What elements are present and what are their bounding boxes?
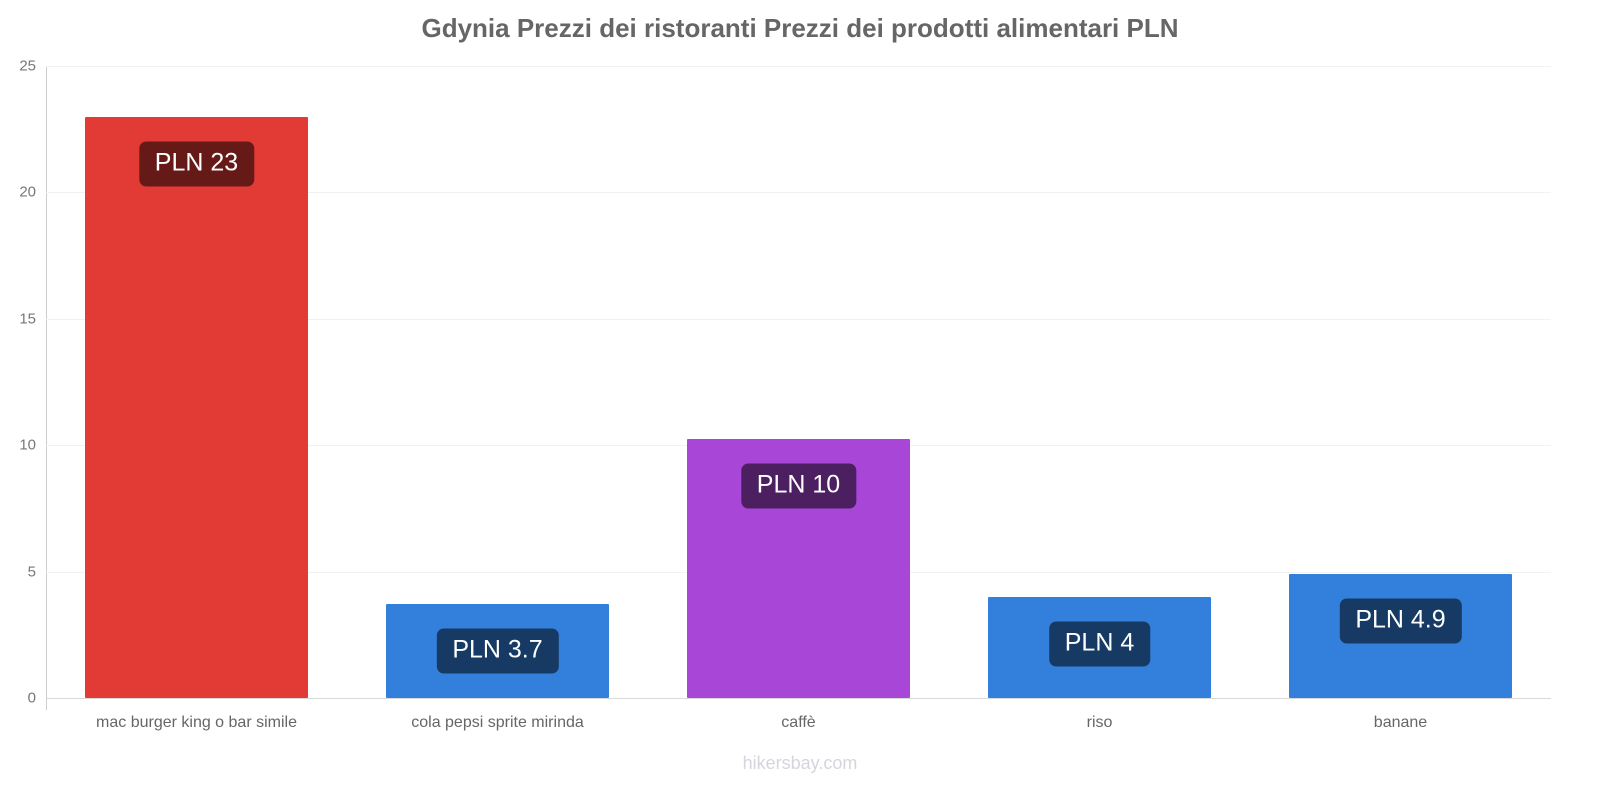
chart-title: Gdynia Prezzi dei ristoranti Prezzi dei … [421, 13, 1179, 43]
gridline [46, 318, 1551, 320]
bar-value-label: PLN 4.9 [1339, 598, 1462, 644]
y-axis-tick-label: 25 [19, 57, 36, 75]
x-axis-tick-label: caffè [781, 714, 816, 731]
x-axis-tick-label: cola pepsi sprite mirinda [411, 714, 584, 731]
bar-value-label: PLN 23 [138, 141, 255, 187]
gridline [46, 66, 1551, 67]
bar[interactable] [85, 116, 308, 698]
y-axis-tick-label: 5 [27, 563, 36, 581]
y-axis-line [46, 66, 47, 710]
x-axis-tick-label: riso [1086, 714, 1113, 731]
gridline [46, 192, 1551, 194]
y-axis-tick-label: 10 [19, 436, 36, 454]
bar-value-label: PLN 4 [1048, 621, 1151, 667]
bar-value-label: PLN 3.7 [436, 628, 559, 674]
footer-watermark: hikersbay.com [742, 753, 858, 773]
y-axis-tick-label: 0 [27, 689, 36, 707]
x-axis-tick-label: banane [1373, 714, 1428, 731]
y-axis-tick-label: 15 [19, 310, 36, 328]
x-axis-tick-label: mac burger king o bar simile [96, 714, 297, 731]
y-axis-tick-label: 20 [19, 183, 36, 201]
axis-baseline [46, 698, 1551, 699]
bar-value-label: PLN 10 [740, 463, 857, 509]
